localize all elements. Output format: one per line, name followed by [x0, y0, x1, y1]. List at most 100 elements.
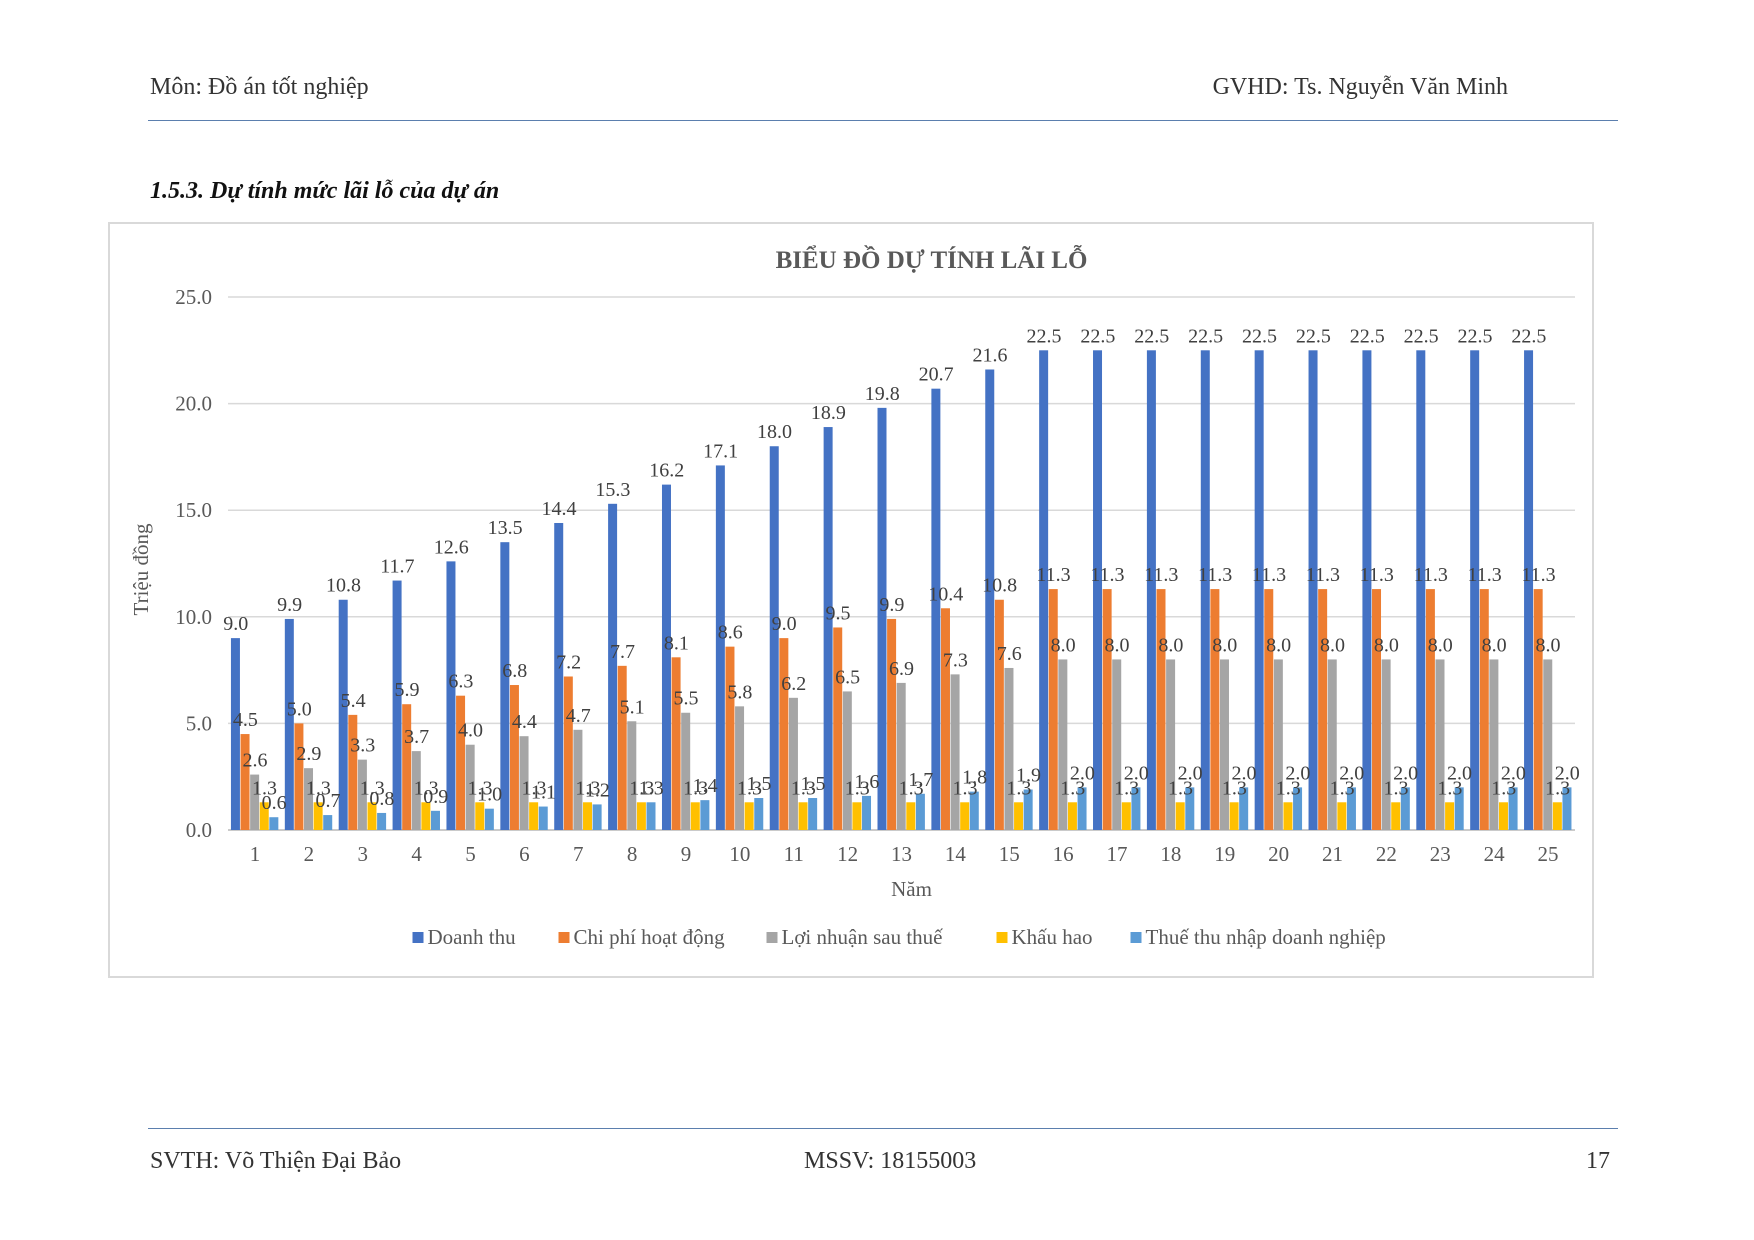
bar [877, 407, 887, 830]
bar [808, 798, 818, 830]
x-tick-label: 4 [411, 842, 422, 866]
bar [1254, 350, 1264, 830]
data-label: 10.4 [928, 583, 963, 605]
bar [1435, 659, 1445, 830]
legend-swatch [1130, 932, 1142, 943]
bar [1489, 659, 1499, 830]
data-label: 4.5 [233, 709, 258, 731]
data-label: 6.5 [835, 666, 860, 688]
data-label: 1.3 [360, 777, 385, 799]
bar [421, 802, 431, 830]
data-label: 2.6 [242, 750, 267, 772]
bar [1093, 350, 1103, 830]
x-tick-label: 19 [1214, 842, 1235, 866]
x-tick-label: 8 [627, 842, 638, 866]
y-tick-label: 15.0 [175, 498, 212, 522]
data-label: 8.0 [1212, 634, 1237, 656]
data-label: 9.9 [277, 594, 302, 616]
bar [969, 791, 979, 830]
bar [1185, 787, 1195, 830]
data-label: 18.9 [811, 402, 846, 424]
bar [1004, 667, 1014, 830]
data-label: 1.3 [575, 777, 600, 799]
data-label: 1.3 [1330, 777, 1355, 799]
data-label: 12.6 [434, 536, 469, 558]
page-footer: SVTH: Võ Thiện Đại Bảo MSSV: 18155003 17 [150, 1148, 1610, 1180]
bar [627, 721, 637, 830]
x-tick-label: 25 [1538, 842, 1559, 866]
bar [259, 802, 269, 830]
data-label: 1.3 [845, 777, 870, 799]
bar [1498, 802, 1508, 830]
data-label: 4.0 [458, 720, 483, 742]
bar [554, 522, 564, 830]
data-label: 9.9 [879, 594, 904, 616]
data-label: 5.1 [620, 696, 645, 718]
y-tick-label: 25.0 [175, 285, 212, 309]
data-label: 1.1 [531, 782, 556, 804]
data-label: 22.5 [1080, 325, 1115, 347]
x-tick-label: 13 [891, 842, 912, 866]
data-label: 1.8 [962, 767, 987, 789]
bar [402, 704, 412, 830]
data-label: 11.3 [1414, 564, 1448, 586]
data-label: 8.0 [1428, 634, 1453, 656]
bar [862, 795, 872, 830]
data-label: 8.0 [1051, 634, 1076, 656]
data-label: 2.9 [296, 743, 321, 765]
x-tick-label: 6 [519, 842, 530, 866]
data-label: 6.9 [889, 658, 914, 680]
data-label: 1.3 [1276, 777, 1301, 799]
data-label: 8.0 [1536, 634, 1561, 656]
data-label: 5.0 [287, 698, 312, 720]
bar [357, 759, 367, 830]
bar [563, 676, 573, 830]
data-label: 2.0 [1178, 762, 1203, 784]
data-label: 1.3 [306, 777, 331, 799]
bar [852, 802, 862, 830]
x-tick-label: 7 [573, 842, 584, 866]
data-label: 5.4 [341, 690, 366, 712]
bar [323, 815, 333, 830]
bar [1454, 787, 1464, 830]
legend-label: Thuế thu nhập doanh nghiệp [1146, 925, 1386, 949]
bar [1562, 787, 1572, 830]
bar [1039, 350, 1049, 830]
data-label: 9.0 [772, 613, 797, 635]
bar [538, 806, 548, 830]
bar [700, 800, 710, 830]
bar [1200, 350, 1210, 830]
bar [940, 608, 950, 830]
bar [779, 638, 789, 830]
bar [475, 802, 485, 830]
bar [1425, 589, 1435, 830]
data-label: 1.3 [1060, 777, 1085, 799]
chart-title: BIỂU ĐỒ DỰ TÍNH LÃI LỖ [776, 244, 1088, 274]
data-label: 2.0 [1231, 762, 1256, 784]
data-label: 22.5 [1242, 325, 1277, 347]
data-label: 11.3 [1360, 564, 1394, 586]
data-label: 1.3 [1168, 777, 1193, 799]
data-label: 4.7 [566, 705, 591, 727]
footer-divider [148, 1128, 1618, 1129]
data-label: 19.8 [865, 383, 900, 405]
data-label: 1.3 [252, 777, 277, 799]
data-label: 1.2 [585, 779, 610, 801]
bar [994, 599, 1004, 830]
bar [1391, 802, 1401, 830]
x-tick-label: 22 [1376, 842, 1397, 866]
bar [788, 697, 798, 830]
bar [1293, 787, 1303, 830]
bar [915, 793, 925, 830]
page-number: 17 [1586, 1148, 1610, 1174]
x-tick-label: 24 [1484, 842, 1506, 866]
bar [348, 714, 358, 830]
data-label: 1.3 [791, 777, 816, 799]
bar [1210, 589, 1220, 830]
data-label: 1.3 [1491, 777, 1516, 799]
bar [500, 542, 510, 830]
x-tick-label: 10 [729, 842, 750, 866]
data-label: 11.3 [1252, 564, 1286, 586]
bar [592, 804, 602, 830]
bar [1372, 589, 1382, 830]
